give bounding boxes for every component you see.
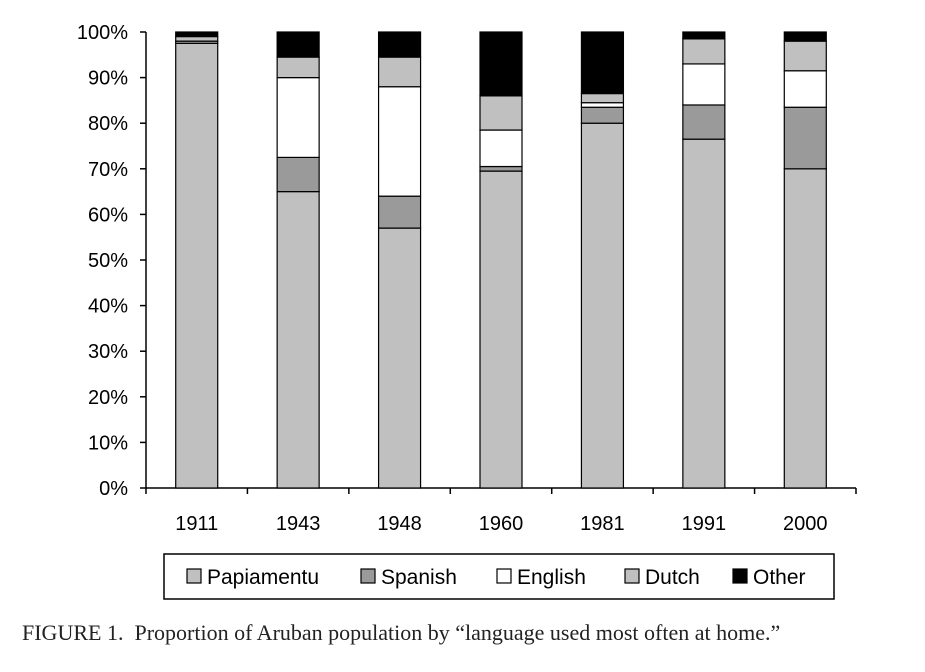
bar-segment-dutch	[783, 40, 827, 72]
legend-swatch-other	[732, 568, 748, 584]
bar-segment-dutch	[682, 38, 726, 65]
bar-segment-english	[783, 70, 827, 108]
y-tick-label: 30%	[88, 341, 128, 363]
x-tick-label: 1981	[580, 513, 625, 535]
bar-segment-spanish	[580, 106, 625, 124]
legend-swatch-dutch	[624, 568, 640, 584]
y-tick-label: 40%	[88, 296, 128, 318]
y-tick-label: 0%	[99, 478, 128, 500]
legend-swatch-english	[496, 568, 512, 584]
plot-area: 0% 10% 20% 30% 40% 50% 60% 70% 80% 90% 100% 1911 194…	[77, 22, 857, 535]
legend-label-dutch: Dutch	[645, 566, 700, 589]
x-tick-label: 2000	[783, 513, 828, 535]
legend-label-english: English	[517, 566, 586, 589]
legend-label-other: Other	[753, 566, 806, 589]
bar-segment-other	[580, 31, 625, 95]
x-tick-label: 1948	[377, 513, 422, 535]
y-tick-label: 90%	[88, 68, 128, 90]
bar-segment-english	[682, 63, 726, 106]
bar-segment-other	[276, 31, 320, 58]
bar-segment-spanish	[479, 165, 523, 172]
bar-segment-other	[682, 31, 726, 40]
legend-swatch-spanish	[360, 568, 376, 584]
bar-segment-papiamentu	[276, 191, 320, 489]
x-tick-label: 1911	[175, 513, 218, 535]
bar-segment-english	[276, 76, 320, 159]
bar-segment-papiamentu	[783, 168, 827, 489]
bar-segment-other	[175, 31, 219, 38]
caption-text: Proportion of Aruban population by “lang…	[134, 620, 781, 645]
y-tick-label: 60%	[88, 204, 128, 226]
figure-caption: FIGURE 1. Proportion of Aruban populatio…	[22, 620, 912, 646]
legend-label-papiamentu: Papiamentu	[207, 566, 319, 589]
bar-segment-english	[377, 86, 422, 197]
bar-segment-papiamentu	[175, 42, 219, 489]
bar-segment-dutch	[479, 95, 523, 131]
legend: Papiamentu Spanish English Dutch Other	[163, 553, 835, 600]
y-tick-label: 70%	[88, 159, 128, 181]
bar-segment-dutch	[377, 56, 422, 88]
bar-segment-other	[377, 31, 422, 58]
bar-segment-spanish	[682, 104, 726, 140]
bar-segment-other	[479, 31, 523, 97]
y-tick-label: 100%	[77, 22, 128, 44]
x-tick-label: 1960	[479, 513, 524, 535]
legend-swatch-papiamentu	[186, 568, 202, 584]
bar-segment-other	[783, 31, 827, 42]
y-tick-label: 20%	[88, 387, 128, 409]
caption-label: FIGURE 1.	[22, 620, 124, 645]
bar-segment-spanish	[276, 156, 320, 193]
y-tick-label: 80%	[88, 113, 128, 135]
x-tick-label: 1991	[682, 513, 727, 535]
bar-segment-papiamentu	[479, 170, 523, 489]
bar-segment-spanish	[377, 195, 422, 229]
bar-segment-dutch	[580, 92, 625, 104]
legend-label-spanish: Spanish	[381, 566, 457, 589]
bar-segment-spanish	[783, 106, 827, 170]
bar-segment-papiamentu	[580, 122, 625, 489]
stacked-bar-chart: 0% 10% 20% 30% 40% 50% 60% 70% 80% 90% 100% 1911 194…	[77, 22, 857, 600]
bar-segment-english	[580, 102, 625, 108]
x-tick-label: 1943	[276, 513, 321, 535]
bar-segment-english	[479, 129, 523, 168]
bar-segment-dutch	[175, 35, 219, 42]
bar-segment-papiamentu	[682, 138, 726, 489]
y-tick-label: 50%	[88, 250, 128, 272]
y-tick-label: 10%	[88, 432, 128, 454]
bar-segment-dutch	[276, 56, 320, 79]
bar-segment-papiamentu	[377, 227, 422, 489]
